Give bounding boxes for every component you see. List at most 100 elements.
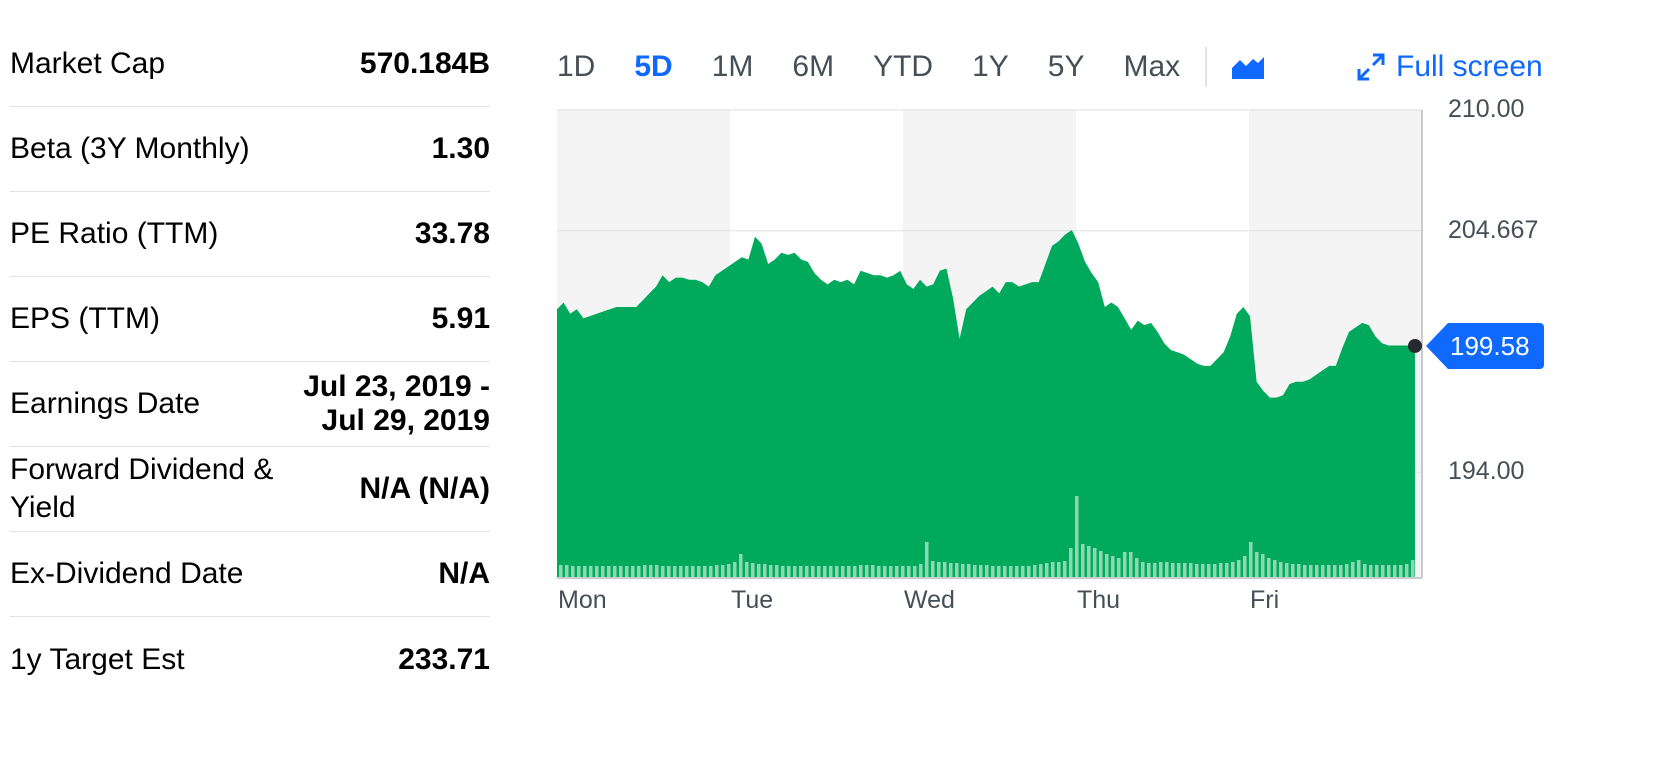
stat-row: PE Ratio (TTM) 33.78 <box>10 192 490 277</box>
area-chart-icon[interactable] <box>1231 54 1265 80</box>
volume-bar <box>793 566 797 578</box>
volume-bar <box>829 566 833 578</box>
volume-bar <box>937 562 941 578</box>
volume-bar <box>661 566 665 578</box>
volume-bar <box>607 566 611 578</box>
volume-bar <box>1357 560 1361 578</box>
volume-bar <box>1399 565 1403 578</box>
volume-bar <box>835 566 839 578</box>
volume-bar <box>1165 562 1169 578</box>
x-tick-label: Mon <box>558 586 607 614</box>
volume-bar <box>1093 548 1097 578</box>
volume-bar <box>1129 552 1133 578</box>
volume-bar <box>667 566 671 578</box>
volume-bar <box>1009 566 1013 578</box>
volume-bar <box>1225 563 1229 578</box>
volume-bar <box>1411 560 1415 578</box>
volume-bar <box>1189 563 1193 578</box>
volume-bar <box>571 566 575 578</box>
volume-bar <box>1069 548 1073 578</box>
volume-bar <box>1333 565 1337 578</box>
y-tick-label: 194.00 <box>1448 457 1525 486</box>
volume-bar <box>673 566 677 578</box>
volume-bar <box>1021 566 1025 578</box>
volume-bar <box>955 563 959 578</box>
last-price-tag: 199.58 <box>1426 322 1544 369</box>
volume-bar <box>1375 565 1379 578</box>
volume-bar <box>1045 563 1049 578</box>
volume-bar <box>697 566 701 578</box>
volume-bar <box>847 566 851 578</box>
volume-bar <box>1159 562 1163 578</box>
range-button-6m[interactable]: 6M <box>792 50 835 83</box>
fullscreen-label: Full screen <box>1396 50 1543 83</box>
volume-bar <box>817 566 821 578</box>
volume-bar <box>1285 563 1289 578</box>
volume-bar <box>589 566 593 578</box>
volume-bar <box>1369 565 1373 578</box>
stat-row: Earnings Date Jul 23, 2019 - Jul 29, 2019 <box>10 362 490 447</box>
volume-bar <box>931 561 935 578</box>
range-button-5y[interactable]: 5Y <box>1047 50 1085 83</box>
volume-bar <box>649 565 653 578</box>
volume-bar <box>991 566 995 578</box>
volume-bar <box>691 566 695 578</box>
volume-bar <box>1345 564 1349 578</box>
volume-bar <box>1279 562 1283 578</box>
range-button-1y[interactable]: 1Y <box>972 50 1009 83</box>
volume-bar <box>1117 558 1121 578</box>
volume-bar <box>1183 563 1187 578</box>
stat-value: Jul 23, 2019 - Jul 29, 2019 <box>303 370 490 437</box>
stat-row: Ex-Dividend Date N/A <box>10 532 490 617</box>
volume-bar <box>985 565 989 578</box>
volume-bar <box>907 566 911 578</box>
range-button-1m[interactable]: 1M <box>711 50 754 83</box>
stat-label: Market Cap <box>10 47 166 80</box>
volume-bar <box>979 565 983 578</box>
fullscreen-button[interactable]: Full screen <box>1356 44 1543 90</box>
volume-bar <box>619 566 623 578</box>
stat-row: 1y Target Est 233.71 <box>10 617 490 702</box>
volume-bar <box>1057 562 1061 578</box>
volume-bar <box>919 564 923 578</box>
last-price-marker <box>1408 338 1422 353</box>
volume-bar <box>943 562 947 578</box>
volume-bar <box>1315 565 1319 578</box>
volume-bar <box>811 566 815 578</box>
range-button-5d[interactable]: 5D <box>634 50 673 83</box>
volume-bar <box>733 562 737 578</box>
volume-bar <box>739 554 743 578</box>
range-button-ytd[interactable]: YTD <box>873 50 934 83</box>
volume-bar <box>583 566 587 578</box>
volume-bar <box>1135 558 1139 578</box>
range-button-max[interactable]: Max <box>1123 50 1181 83</box>
volume-bar <box>1081 544 1085 578</box>
volume-bar <box>871 565 875 578</box>
volume-bar <box>1213 564 1217 578</box>
volume-bar <box>1249 542 1253 578</box>
price-area <box>557 230 1415 578</box>
volume-bar <box>1063 561 1067 578</box>
volume-bar <box>1309 565 1313 578</box>
volume-bar <box>859 565 863 578</box>
volume-bar <box>901 566 905 578</box>
volume-bar <box>1015 566 1019 578</box>
expand-icon <box>1357 53 1385 81</box>
x-tick-label: Thu <box>1077 586 1121 614</box>
stat-label: 1y Target Est <box>10 642 185 676</box>
volume-bar <box>685 566 689 578</box>
volume-bar <box>1195 564 1199 578</box>
volume-bar <box>655 565 659 578</box>
stat-value: N/A <box>438 557 490 590</box>
volume-bar <box>823 566 827 578</box>
volume-bar <box>997 566 1001 578</box>
volume-bar <box>1327 565 1331 578</box>
stat-value: 233.71 <box>398 642 490 676</box>
volume-bar <box>1219 563 1223 578</box>
range-button-1d[interactable]: 1D <box>557 50 596 83</box>
volume-bar <box>715 565 719 578</box>
volume-bar <box>1273 560 1277 578</box>
range-selector: 1D 5D 1M 6M YTD 1Y 5Y Max <box>557 44 1265 90</box>
volume-bar <box>1321 565 1325 578</box>
volume-bar <box>565 565 569 578</box>
